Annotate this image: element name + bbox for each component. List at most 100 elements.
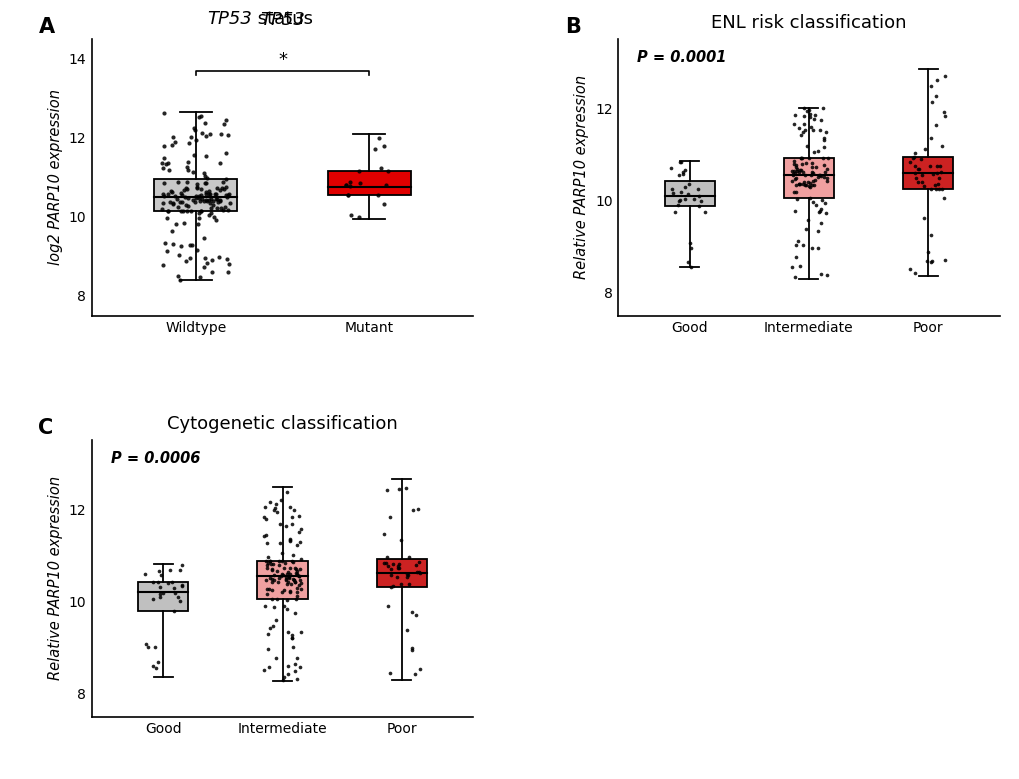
Point [178,183,195,196]
Point [795,102,811,115]
Point [818,152,835,164]
Point [404,644,420,657]
Point [815,140,832,153]
Point [166,587,182,599]
Point [273,567,289,580]
Point [272,518,288,530]
Point [786,155,802,167]
Point [178,160,195,173]
Point [380,560,396,573]
Point [268,506,284,518]
Bar [327,171,411,195]
Point [218,173,234,185]
Point [281,562,298,574]
Point [682,241,698,254]
Point [268,566,284,578]
Point [798,104,814,117]
Point [904,152,920,164]
Title: ENL risk classification: ENL risk classification [710,14,906,32]
Point [179,164,196,176]
Point [664,187,681,199]
Point [679,256,695,268]
Point [407,559,423,572]
Point [382,510,398,523]
Point [261,622,277,634]
Point [274,555,290,567]
Point [379,484,395,496]
Point [183,238,200,251]
Point [805,178,821,191]
Point [291,569,308,582]
Point [790,122,806,134]
Point [800,179,816,192]
Point [281,584,298,597]
Point [801,181,817,193]
Point [269,576,285,588]
Point [901,263,917,275]
Point [137,568,153,580]
Point [171,273,187,286]
Point [265,620,281,633]
Point [261,661,277,673]
Point [397,482,414,495]
Point [172,595,189,608]
Point [158,245,174,257]
Point [690,199,706,212]
Point [382,580,398,593]
Point [370,132,386,144]
Point [172,239,189,252]
Point [152,588,168,601]
Point [810,168,826,181]
Point [206,211,222,224]
Point [164,139,180,151]
Point [165,131,181,143]
Point [807,161,823,174]
Point [286,576,303,588]
Point [208,214,224,227]
Point [341,180,358,192]
Point [410,556,426,569]
Point [815,132,832,144]
Point [923,95,940,108]
Point [145,593,161,605]
Point [935,110,952,122]
Point [662,162,679,174]
Point [802,121,818,133]
Point [172,205,189,217]
Point [814,152,830,164]
Point [375,527,391,540]
Point [212,157,228,169]
Point [410,503,426,516]
Point [155,196,171,209]
Text: C: C [39,418,54,438]
Point [177,255,194,267]
Point [215,204,231,217]
Point [279,626,296,638]
Point [173,579,190,591]
Point [818,163,835,175]
Point [787,239,803,252]
Point [682,260,698,273]
Point [212,128,228,140]
Point [292,535,309,548]
Point [290,526,307,538]
Point [197,171,213,183]
Point [285,574,302,587]
Point [803,167,819,180]
Point [669,169,686,182]
Point [390,562,407,574]
Point [673,185,689,198]
Point [290,510,307,523]
Point [398,623,415,636]
Point [928,74,945,86]
Point [185,148,202,160]
Point [278,603,294,615]
Point [202,193,218,206]
Point [375,140,391,153]
Point [189,245,205,257]
Point [286,657,303,670]
Point [285,573,302,585]
Point [219,129,235,141]
Point [259,583,275,595]
Point [409,566,425,578]
